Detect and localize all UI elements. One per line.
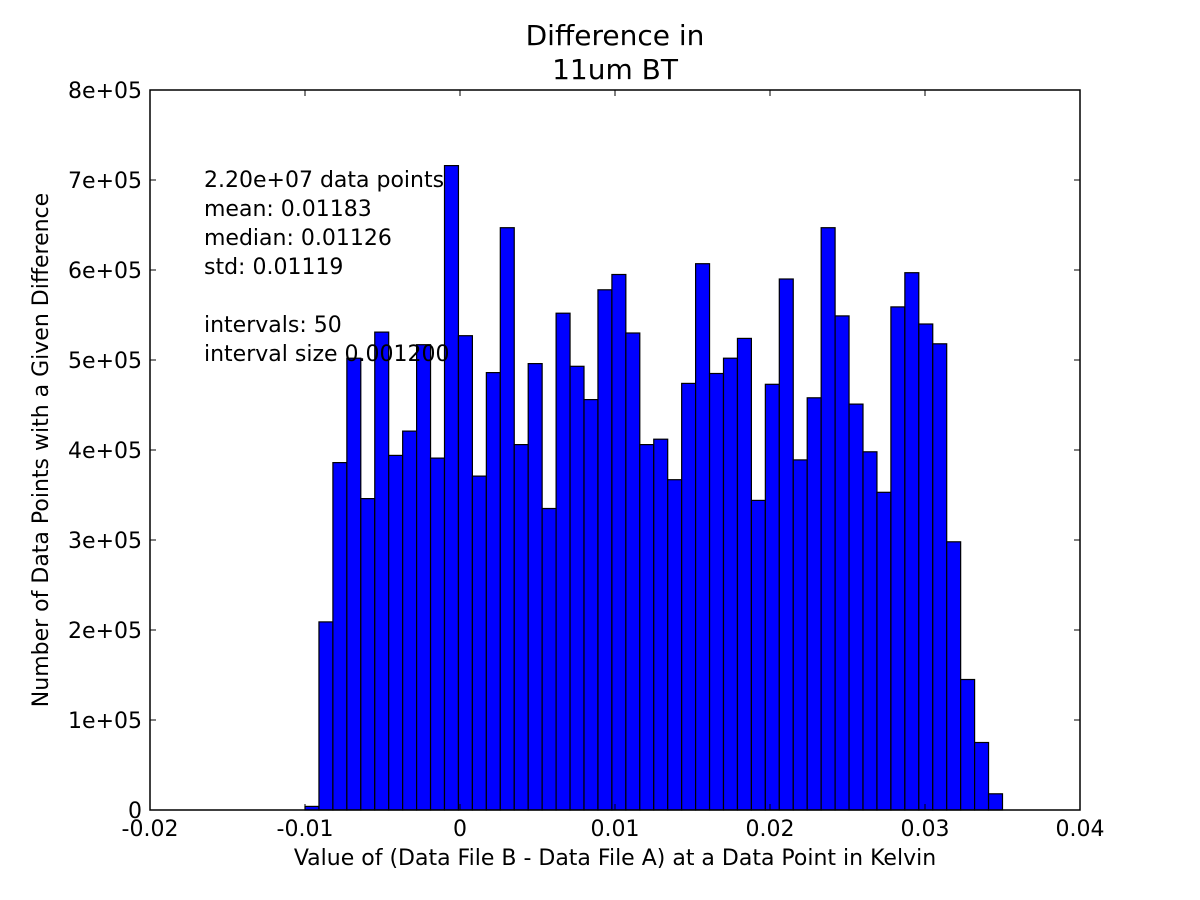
histogram-bar [820, 227, 836, 811]
histogram-bar [960, 678, 976, 811]
histogram-bar [876, 491, 892, 811]
histogram-bar [597, 289, 613, 811]
histogram-bar [416, 344, 432, 811]
histogram-bar [485, 372, 501, 811]
histogram-bar [681, 382, 697, 811]
y-tick-label: 7e+05 [68, 169, 142, 194]
y-tick-label: 8e+05 [68, 79, 142, 104]
histogram-bar [778, 278, 794, 811]
histogram-bar [750, 499, 766, 811]
y-tick-label: 0 [128, 799, 142, 824]
histogram-bar [360, 498, 376, 811]
histogram-bar [708, 372, 725, 811]
histogram-bar [792, 459, 808, 811]
histogram-bar [332, 462, 348, 811]
y-tick-label: 2e+05 [68, 619, 142, 644]
histogram-bar [736, 337, 753, 811]
histogram-bar [402, 430, 418, 811]
histogram-bar [527, 363, 543, 811]
x-axis-label: Value of (Data File B - Data File A) at … [294, 846, 936, 871]
chart-title-line-2: 11um BT [552, 53, 679, 86]
histogram-bar [443, 165, 460, 811]
histogram-bar [513, 444, 529, 811]
histogram-bar [611, 273, 627, 811]
histogram-bar [862, 451, 878, 811]
histogram-bar [569, 365, 585, 811]
y-axis-ticks: 0 1e+05 2e+05 3e+05 4e+05 5e+05 6e+05 7e+05 8e+0… [68, 79, 1080, 824]
histogram-bar [499, 227, 515, 811]
stats-line: std: 0.01119 [204, 255, 343, 280]
stats-line: interval size 0.001200 [204, 342, 450, 367]
histogram-bar [834, 315, 850, 811]
histogram-bar [555, 312, 571, 811]
stats-line: intervals: 50 [204, 313, 342, 338]
histogram-bar [694, 263, 711, 811]
x-tick-label: 0.01 [591, 817, 640, 842]
y-tick-label: 3e+05 [68, 529, 142, 554]
histogram-bar [388, 454, 404, 811]
x-tick-label: 0.02 [746, 817, 795, 842]
histogram-bar [457, 335, 474, 811]
histogram-bar [667, 479, 683, 811]
y-tick-label: 1e+05 [68, 709, 142, 734]
histogram-bar [722, 357, 739, 811]
histogram-bar [918, 323, 934, 811]
histogram-bars [304, 165, 1004, 811]
y-tick-label: 5e+05 [68, 349, 142, 374]
stats-line: mean: 0.01183 [204, 197, 372, 222]
x-tick-label: 0 [453, 817, 467, 842]
histogram-bar [973, 741, 990, 811]
histogram-bar [639, 444, 655, 811]
x-tick-label: -0.02 [122, 817, 179, 842]
y-tick-label: 4e+05 [68, 439, 142, 464]
histogram-bar [346, 357, 362, 811]
x-tick-label: -0.01 [277, 817, 334, 842]
y-tick-label: 6e+05 [68, 259, 142, 284]
histogram-bar [471, 475, 487, 811]
histogram-bar [374, 331, 390, 811]
chart-title-line-1: Difference in [526, 19, 705, 52]
histogram-bar [764, 383, 780, 811]
stats-annotation: 2.20e+07 data points mean: 0.01183 median:… [204, 168, 450, 367]
histogram-bar [653, 438, 669, 811]
histogram-bar [541, 507, 557, 811]
histogram-bar [583, 399, 599, 811]
y-axis-label: Number of Data Points with a Given Diffe… [29, 193, 54, 707]
stats-line: 2.20e+07 data points [204, 168, 444, 193]
histogram-bar [318, 621, 334, 811]
histogram-bar [890, 306, 906, 811]
x-axis-ticks: -0.02 -0.01 0 0.01 0.02 0.03 0.04 [122, 90, 1105, 842]
stats-line: median: 0.01126 [204, 226, 392, 251]
histogram-bar [904, 272, 920, 811]
histogram-bar [932, 343, 948, 811]
histogram-bar [987, 793, 1004, 811]
histogram-bar [429, 457, 446, 811]
histogram-bar [946, 541, 962, 811]
histogram-bar [806, 397, 822, 811]
x-tick-label: 0.04 [1056, 817, 1105, 842]
x-tick-label: 0.03 [901, 817, 950, 842]
histogram-bar [625, 332, 641, 811]
histogram-bar [848, 403, 864, 811]
chart-title: Difference in 11um BT [526, 19, 705, 86]
